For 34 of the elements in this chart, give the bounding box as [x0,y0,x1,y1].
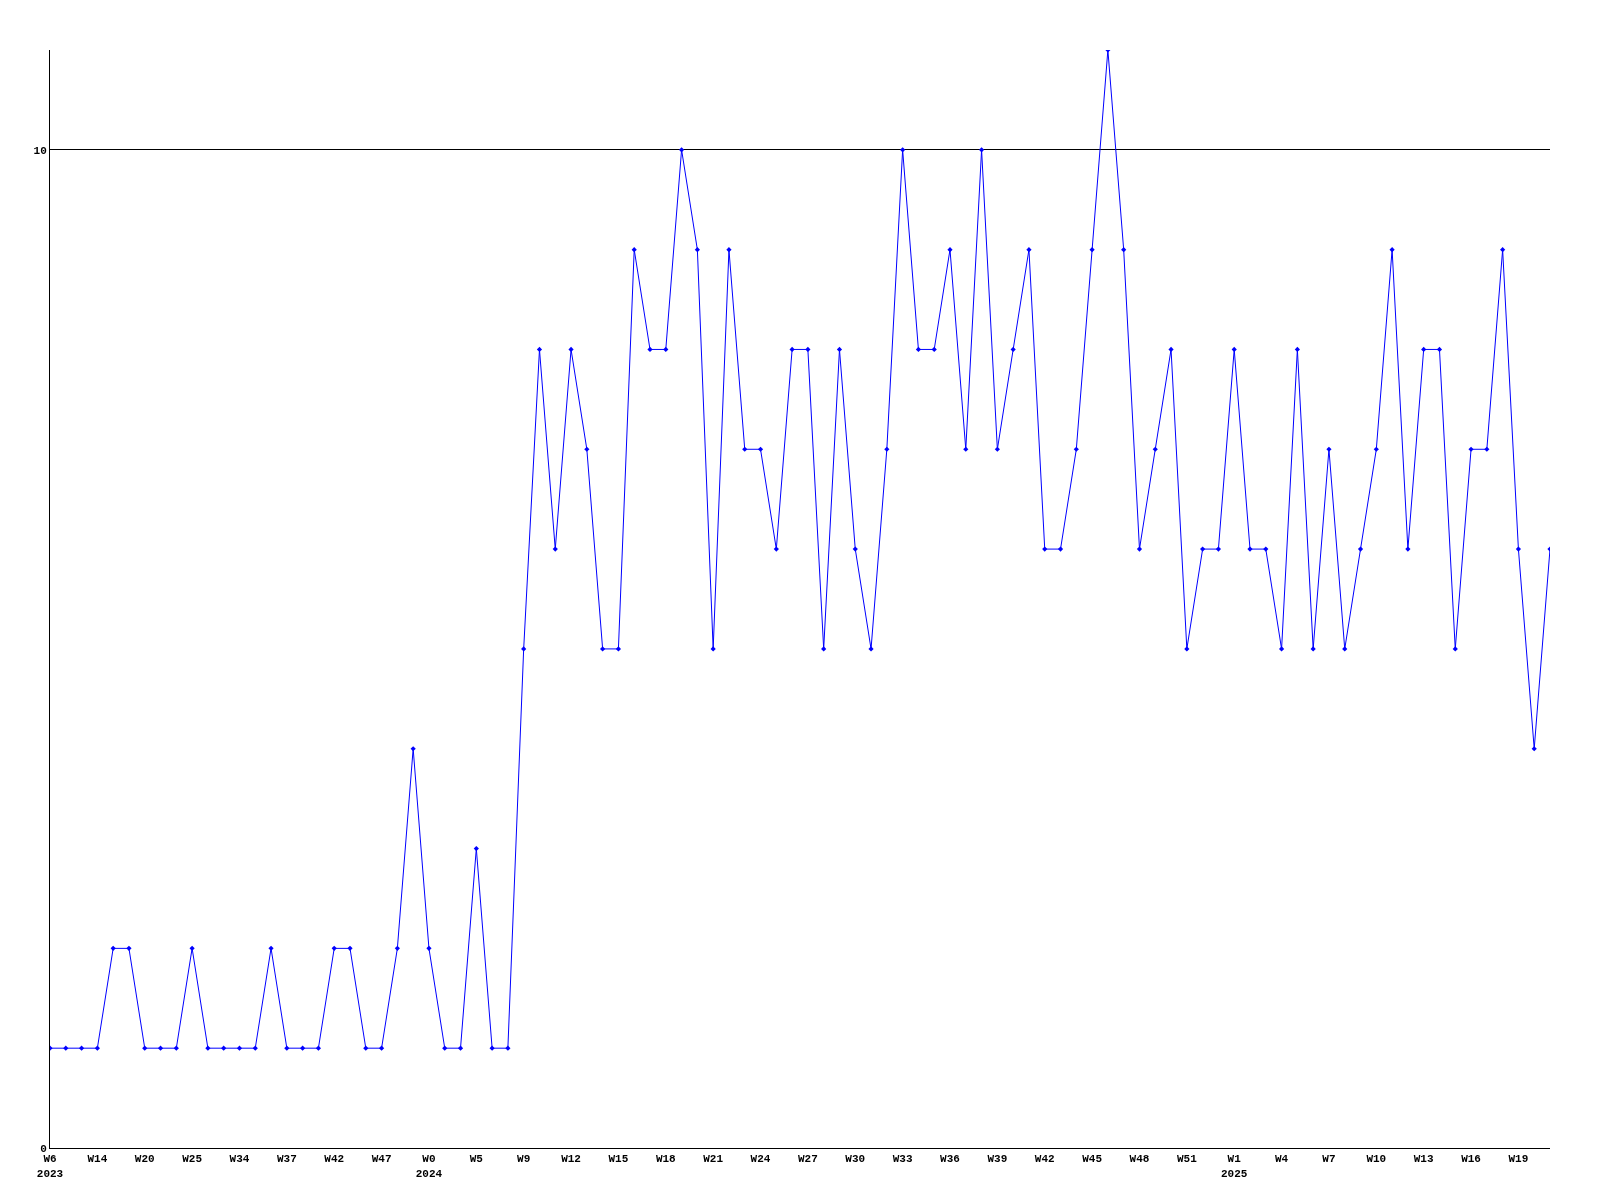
x-tick-label: W12 [561,1153,581,1166]
x-tick-label: W24 [750,1153,771,1166]
x-tick-label: W7 [1322,1153,1336,1166]
x-tick-label: W21 [703,1153,724,1166]
y-tick-label: 0 [40,1142,47,1155]
x-tick-label: W18 [655,1153,677,1166]
x-tick-label: W19 [1508,1153,1529,1166]
x-tick-label: W10 [1366,1153,1387,1166]
x-tick-label: W45 [1082,1153,1103,1166]
x-tick-label: W33 [892,1153,913,1166]
x-tick-label: W5 [469,1153,484,1166]
x-tick-label: W16 [1461,1153,1481,1166]
x-tick-label: W9 [517,1153,531,1166]
x-tick-label: W48 [1129,1153,1150,1166]
x-tick-label: W37 [276,1153,297,1166]
x-tick-label: W20 [134,1153,155,1166]
x-tick-label: W4 [1274,1153,1289,1166]
x-tick-label: W25 [182,1153,203,1166]
x-tick-label: W34 [229,1153,250,1166]
x-tick-label: W42 [1034,1153,1055,1166]
x-tick-label: W27 [797,1153,818,1166]
x-tick-label: W1 2025 [1221,1153,1248,1180]
x-tick-label: W30 [845,1153,866,1166]
x-tick-label: W14 [87,1153,108,1166]
x-tick-label: W42 [324,1153,345,1166]
x-tick-label: W0 2024 [415,1153,443,1180]
x-tick-label: W39 [987,1153,1008,1166]
y-tick-label: 10 [33,144,47,157]
x-tick-label: W36 [940,1153,960,1166]
x-tick-label: W51 [1176,1153,1198,1166]
x-tick-label: W47 [371,1153,392,1166]
x-tick-label: W15 [608,1153,629,1166]
x-tick-label: W13 [1413,1153,1434,1166]
x-tick-label: W6 2023 [36,1153,64,1180]
